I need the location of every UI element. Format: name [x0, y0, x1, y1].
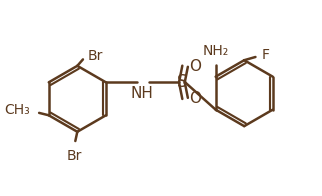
Text: O: O: [189, 59, 201, 74]
Text: CH₃: CH₃: [4, 103, 30, 117]
Text: O: O: [189, 91, 201, 106]
Text: S: S: [177, 73, 187, 91]
Text: NH: NH: [130, 86, 153, 101]
Text: F: F: [261, 48, 270, 62]
Text: Br: Br: [66, 149, 82, 163]
Text: NH₂: NH₂: [203, 44, 229, 58]
Text: Br: Br: [88, 49, 103, 63]
